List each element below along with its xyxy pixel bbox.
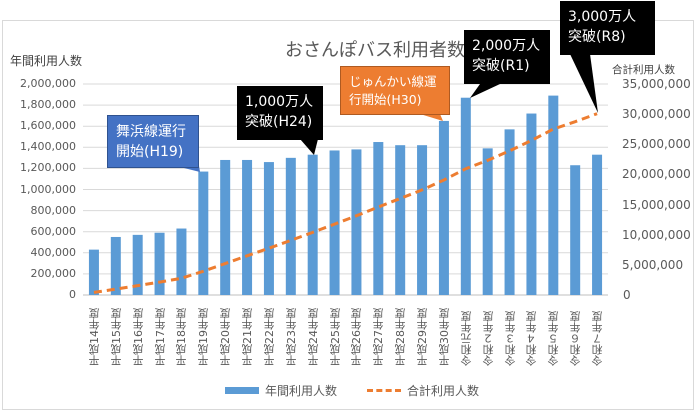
y-tick-label: 1,600,000 (20, 119, 76, 133)
x-tick-label: 令和５年度 (547, 311, 561, 366)
y2-tick-label: 5,000,000 (622, 257, 684, 272)
y2-tick-label: 30,000,000 (622, 107, 691, 122)
y2-tick-label: 0 (623, 288, 631, 302)
legend-label-annual: 年間利用人数 (265, 384, 338, 398)
x-tick-label: 平成20年度 (219, 308, 233, 366)
y2-tick-label: 25,000,000 (622, 137, 691, 152)
bar (373, 142, 384, 295)
x-tick-label: 平成24年度 (306, 308, 320, 366)
x-tick-label: 平成15年度 (109, 308, 123, 366)
y-tick-label: 400,000 (30, 245, 77, 259)
bar (395, 145, 406, 295)
x-tick-label: 平成26年度 (350, 308, 364, 366)
y-tick-label: 600,000 (30, 224, 77, 238)
y-axis-left-label: 年間利用人数 (10, 54, 83, 68)
legend-bar-swatch (225, 387, 259, 394)
x-tick-label: 平成16年度 (131, 308, 145, 366)
x-tick-label: 平成19年度 (197, 308, 211, 366)
x-tick-label: 平成14年度 (87, 308, 101, 366)
x-tick-label: 平成27年度 (372, 308, 386, 366)
x-tick-label: 令和２年度 (481, 311, 495, 366)
x-tick-label: 平成17年度 (153, 308, 167, 366)
bar (526, 113, 537, 295)
legend-line-swatch (367, 389, 402, 392)
y2-tick-label: 15,000,000 (622, 197, 691, 212)
y-axis-right-label: 合計利用人数 (612, 64, 675, 76)
legend: 年間利用人数 合計利用人数 (225, 382, 479, 399)
y-tick-label: 800,000 (30, 203, 77, 217)
y-tick-label: 1,800,000 (20, 98, 76, 112)
x-tick-label: 平成28年度 (394, 308, 408, 366)
x-tick-label: 平成25年度 (328, 308, 342, 366)
bar (242, 159, 253, 295)
x-tick-label: 平成29年度 (416, 308, 430, 366)
bar (460, 97, 471, 295)
annotation-pointer (300, 139, 318, 155)
y-tick-label: 2,000,000 (20, 77, 76, 90)
chart-title: おさんぽバス利用者数 (285, 40, 465, 61)
annotation-20m-users: 2,000万人 突破(R1) (464, 30, 550, 84)
legend-item-cumulative: 合計利用人数 (367, 382, 479, 399)
legend-item-annual: 年間利用人数 (225, 382, 337, 399)
y2-tick-label: 35,000,000 (622, 77, 691, 91)
bar (570, 165, 581, 295)
bar (285, 157, 296, 295)
bar (132, 234, 143, 295)
bar (220, 159, 231, 295)
x-tick-label: 令和７年度 (591, 311, 605, 366)
bar (154, 232, 165, 295)
bar (504, 129, 515, 295)
annotation-30m-users: 3,000万人 突破(R8) (560, 1, 655, 55)
annotation-10m-users: 1,000万人 突破(H24) (237, 86, 323, 140)
x-tick-label: 平成21年度 (241, 308, 255, 366)
bar (548, 95, 559, 295)
y-tick-label: 0 (69, 288, 76, 301)
cumulative-line (93, 112, 598, 294)
x-tick-label: 令和元年度 (459, 311, 473, 366)
bar (351, 149, 362, 295)
x-tick-label: 平成30年度 (437, 308, 451, 366)
annotation-pointer (420, 114, 443, 121)
legend-label-cumulative: 合計利用人数 (407, 384, 480, 398)
y-tick-label: 1,000,000 (20, 182, 76, 196)
annotation-pointer (570, 54, 598, 113)
bar (198, 171, 209, 295)
x-tick-label: 令和４年度 (525, 311, 539, 366)
x-tick-label: 令和３年度 (503, 311, 517, 366)
annotation-junkai-line: じゅんかい線運 行開始(H30) (340, 66, 450, 115)
annotation-maihama-line: 舞浜線運行 開始(H19) (107, 115, 199, 168)
bar (417, 145, 428, 295)
y2-tick-label: 10,000,000 (622, 227, 691, 242)
annotation-pointer (470, 84, 500, 98)
x-tick-label: 平成22年度 (262, 308, 276, 366)
bar (88, 249, 99, 295)
y-tick-label: 1,400,000 (20, 140, 76, 154)
x-tick-label: 平成23年度 (284, 308, 298, 366)
bar (592, 154, 603, 295)
bar (482, 148, 493, 295)
bar (176, 228, 187, 295)
bar (438, 120, 449, 295)
x-tick-label: 平成18年度 (175, 308, 189, 366)
x-tick-label: 令和６年度 (569, 311, 583, 366)
chart-frame (2, 20, 694, 410)
bar (307, 154, 318, 295)
y-tick-label: 1,200,000 (20, 161, 76, 175)
y-tick-label: 200,000 (30, 266, 77, 280)
bar (110, 236, 121, 295)
y2-tick-label: 20,000,000 (622, 167, 691, 182)
bar (263, 162, 274, 295)
